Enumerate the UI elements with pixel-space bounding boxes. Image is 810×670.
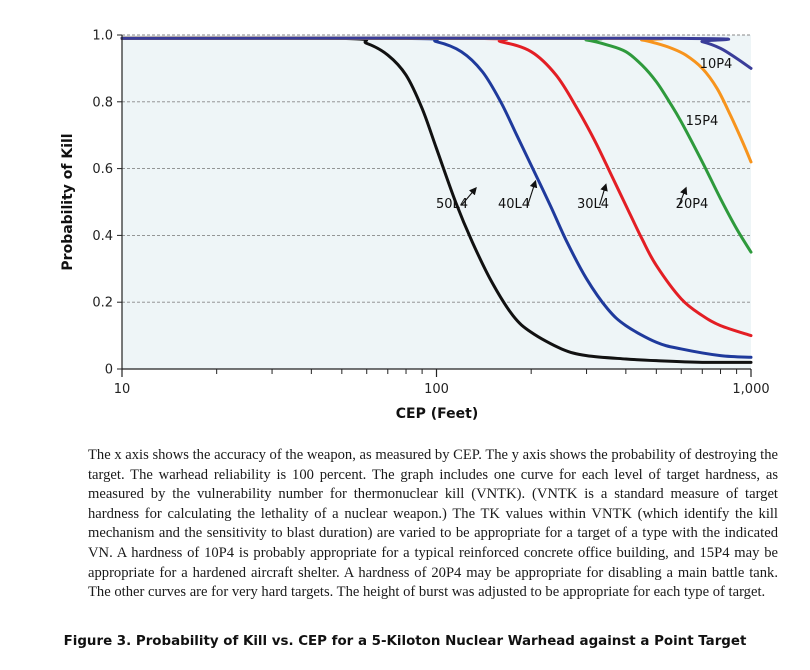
y-tick-label: 0.4 <box>92 229 113 244</box>
curve-label-30l4: 30L4 <box>577 197 609 212</box>
curve-label-20p4: 20P4 <box>676 197 709 212</box>
curve-label-10p4: 10P4 <box>700 57 733 72</box>
curve-label-arrow <box>678 186 688 206</box>
curve-10p4 <box>120 36 753 70</box>
plot-area <box>122 35 751 369</box>
x-tick-label: 10 <box>114 382 131 397</box>
y-tick-label: 0.6 <box>92 162 113 177</box>
curve-label-50l4: 50L4 <box>436 197 468 212</box>
curve-40l4 <box>120 36 753 359</box>
y-tick-label: 0.8 <box>92 95 113 110</box>
curve-label-40l4: 40L4 <box>498 197 530 212</box>
curve-label-arrow <box>599 183 608 206</box>
y-axis-title: Probability of Kill <box>60 133 76 270</box>
curve-label-arrow <box>527 179 538 206</box>
y-tick-label: 1.0 <box>92 29 113 44</box>
x-axis-title: CEP (Feet) <box>396 406 478 422</box>
curve-label-arrow <box>460 186 477 206</box>
figure-title: Figure 3. Probability of Kill vs. CEP fo… <box>63 634 747 649</box>
curve-50l4 <box>120 36 753 364</box>
kill-probability-chart: 0 0.2 0.4 0.6 0.8 1.0 10 100 1,000 50L4 40L4 30L4 2… <box>60 29 770 423</box>
x-tick-label: 1,000 <box>732 382 769 397</box>
x-tick-label: 100 <box>424 382 449 397</box>
curve-label-15p4: 15P4 <box>686 114 719 129</box>
y-tick-label: 0.2 <box>92 296 113 311</box>
caption-paragraph: The x axis shows the accuracy of the wea… <box>88 447 778 601</box>
y-tick-label: 0 <box>105 363 113 378</box>
